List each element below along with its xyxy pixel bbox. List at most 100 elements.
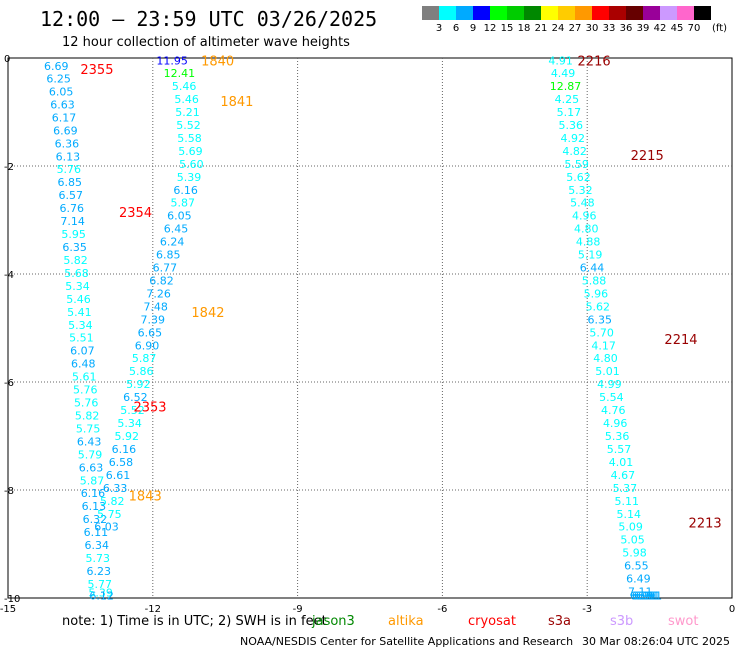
wave-height-value: 5.19 <box>578 249 603 262</box>
wave-height-value: 4.17 <box>591 339 616 352</box>
legend-tick-label: 21 <box>535 23 548 34</box>
wave-height-value: 5.01 <box>595 365 620 378</box>
pass-time-label: 2355 <box>80 63 113 78</box>
wave-height-value: 6.91 <box>632 589 657 602</box>
legend-swatch <box>694 6 711 20</box>
pass-time-label: 2216 <box>578 55 611 70</box>
wave-height-value: 5.46 <box>172 80 197 93</box>
wave-height-value: 6.76 <box>59 202 84 215</box>
legend-swatch <box>490 6 507 20</box>
wave-height-value: 6.44 <box>580 262 605 275</box>
wave-height-value: 5.11 <box>615 495 640 508</box>
wave-height-value: 5.52 <box>176 119 201 132</box>
wave-height-value: 5.82 <box>75 409 100 422</box>
legend-tick-label: 33 <box>603 23 616 34</box>
wave-height-value: 7.39 <box>141 313 166 326</box>
wave-height-value: 5.86 <box>129 365 154 378</box>
wave-height-value: 4.92 <box>560 132 585 145</box>
color-legend: 3 6 9 12 15 18 21 24 27 30 33 36 39 42 45 70 <box>422 6 711 34</box>
legend-tick-label: 42 <box>654 23 667 34</box>
wave-height-value: 4.88 <box>576 236 601 249</box>
wave-height-value: 5.34 <box>117 417 142 430</box>
wave-height-value: 5.60 <box>179 158 204 171</box>
wave-height-value: 5.61 <box>72 371 97 384</box>
satellite-label: jason3 <box>311 614 355 629</box>
legend-swatch <box>507 6 524 20</box>
x-tick-label: 0 <box>729 604 735 615</box>
legend-tick-label: 70 <box>688 23 701 34</box>
wave-height-value: 4.96 <box>572 210 597 223</box>
legend-swatch <box>660 6 677 20</box>
legend-swatch <box>558 6 575 20</box>
legend-swatch <box>473 6 490 20</box>
wave-height-value: 6.16 <box>81 487 106 500</box>
wave-height-value: 6.34 <box>85 539 110 552</box>
wave-height-value: 6.36 <box>55 137 80 150</box>
plot-frame <box>7 57 733 599</box>
wave-height-value: 5.68 <box>64 267 89 280</box>
wave-height-value: 6.16 <box>173 184 198 197</box>
satellite-label: altika <box>388 614 424 629</box>
footer-note: note: 1) Time is in UTC; 2) SWH is in fe… <box>62 614 327 629</box>
x-tick-label: -15 <box>0 604 16 615</box>
wave-height-value: 6.55 <box>624 560 649 573</box>
wave-height-value: 4.80 <box>574 223 599 236</box>
wave-height-value: 5.76 <box>73 384 98 397</box>
time-labels: 2355 2354 2353 1840 1841 1842 1843 2216 2215 2214… <box>80 55 721 532</box>
pass-time-label: 2215 <box>631 149 664 164</box>
wave-height-value: 6.23 <box>86 565 111 578</box>
wave-height-value: 6.90 <box>135 339 160 352</box>
wave-height-value: 6.13 <box>56 150 81 163</box>
wave-height-value: 5.76 <box>57 163 82 176</box>
wave-height-value: 6.05 <box>49 85 74 98</box>
wave-height-value: 6.35 <box>587 313 612 326</box>
legend-swatch <box>677 6 694 20</box>
satellite-label: cryosat <box>468 614 516 629</box>
wave-height-value: 5.92 <box>126 378 151 391</box>
wave-height-value: 4.67 <box>611 469 636 482</box>
legend-tick-label: 12 <box>484 23 497 34</box>
legend-swatch <box>541 6 558 20</box>
x-tick-label: -3 <box>582 604 592 615</box>
wave-height-value: 4.80 <box>593 352 618 365</box>
wave-height-value: 5.54 <box>599 391 624 404</box>
wave-height-value: 6.24 <box>160 236 185 249</box>
wave-height-value: 6.69 <box>53 124 78 137</box>
wave-height-value: 5.21 <box>175 106 200 119</box>
wave-height-value: 4.49 <box>551 67 576 80</box>
pass-time-label: 1840 <box>201 55 234 70</box>
wave-height-value: 5.48 <box>570 197 595 210</box>
wave-height-value: 6.85 <box>58 176 83 189</box>
wave-height-value: 12.41 <box>164 67 196 80</box>
wave-height-value: 5.88 <box>582 274 607 287</box>
legend-tick-label: 6 <box>453 23 459 34</box>
legend-tick-label: 36 <box>620 23 633 34</box>
wave-height-value: 7.14 <box>60 215 85 228</box>
wave-height-value: 6.48 <box>71 358 96 371</box>
wave-height-value: 5.17 <box>557 106 582 119</box>
legend-tick-label: 9 <box>470 23 476 34</box>
wave-height-value: 5.98 <box>622 547 647 560</box>
wave-height-value: 6.85 <box>156 249 181 262</box>
footer-timestamp: 30 Mar 08:26:04 UTC 2025 <box>582 635 730 648</box>
legend-swatch <box>456 6 473 20</box>
wave-height-value: 5.96 <box>584 287 609 300</box>
wave-height-value: 5.39 <box>177 171 202 184</box>
page-subtitle: 12 hour collection of altimeter wave hei… <box>62 35 350 50</box>
wave-height-value: 4.76 <box>601 404 626 417</box>
legend-swatch <box>439 6 456 20</box>
y-tick-label: -4 <box>4 270 14 281</box>
wave-height-value: 6.77 <box>153 262 178 275</box>
wave-height-value: 6.91 <box>636 589 661 602</box>
wave-height-value: 6.63 <box>50 98 75 111</box>
wave-height-value: 6.13 <box>82 500 107 513</box>
wave-height-value: 6.25 <box>46 73 71 86</box>
wave-height-value: 5.39 <box>88 587 113 600</box>
legend-swatch <box>609 6 626 20</box>
wave-height-value: 5.34 <box>68 319 93 332</box>
wave-height-value: 6.57 <box>58 189 83 202</box>
wave-height-value: 7.11 <box>628 586 653 599</box>
wave-height-value: 6.07 <box>70 345 95 358</box>
legend-swatch <box>626 6 643 20</box>
